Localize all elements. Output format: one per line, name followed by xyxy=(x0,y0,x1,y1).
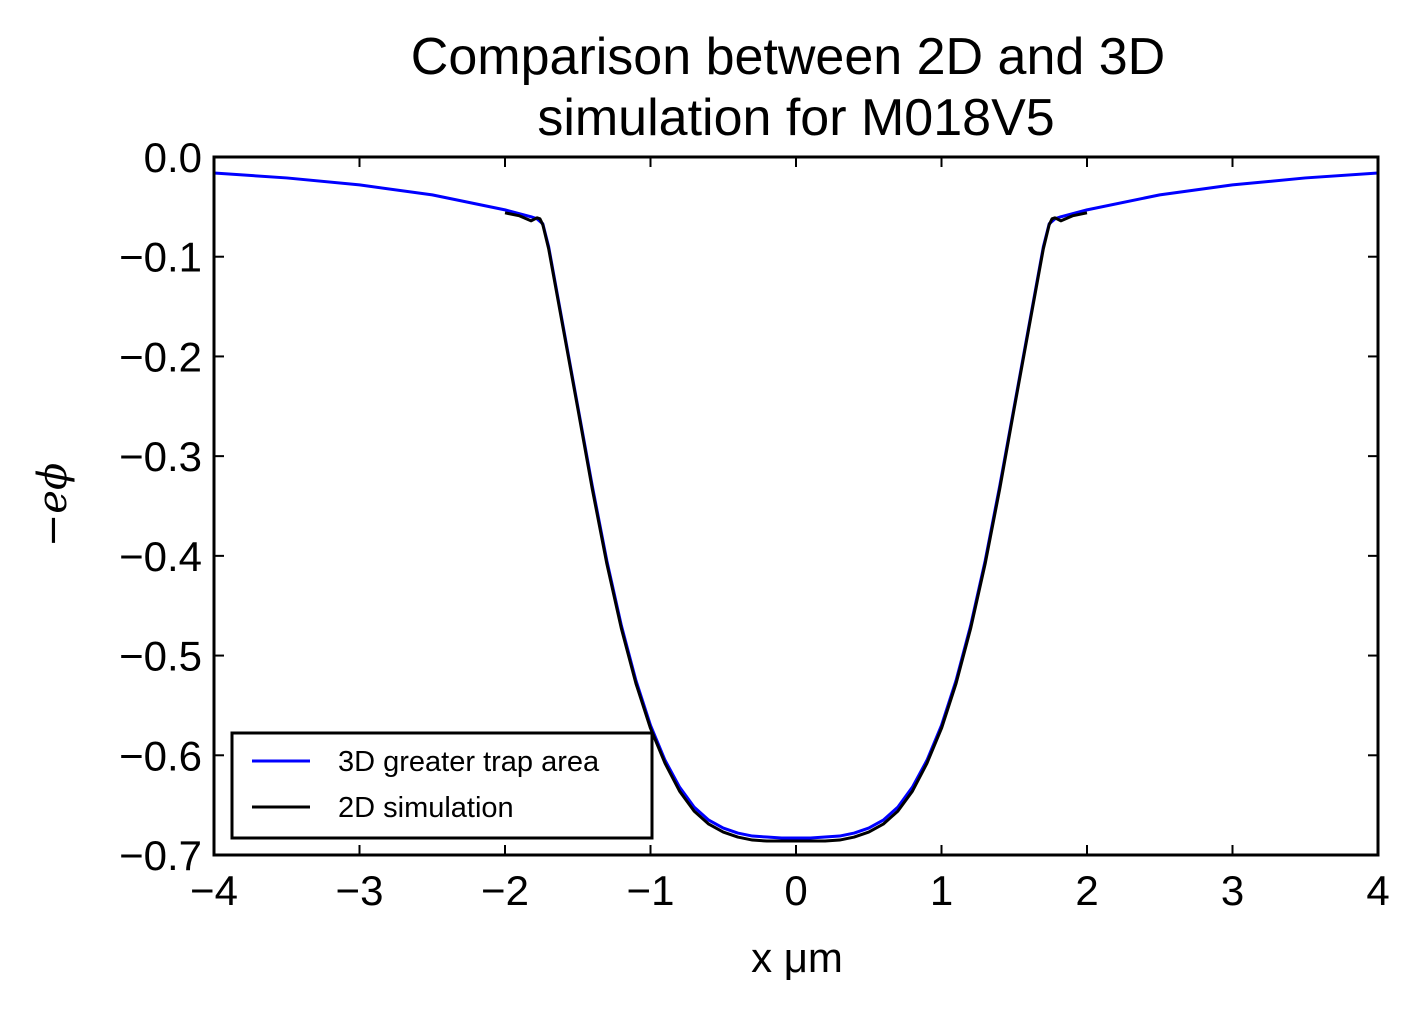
y-axis-label: −eϕ xyxy=(30,463,76,547)
legend-label-2d: 2D simulation xyxy=(338,792,514,824)
legend-label-3d: 3D greater trap area xyxy=(338,746,600,778)
y-tick-label: −0.2 xyxy=(119,333,202,380)
x-tick-label: 0 xyxy=(784,867,807,914)
y-tick-label: 0.0 xyxy=(144,134,202,181)
y-tick-label: −0.7 xyxy=(119,832,202,879)
y-tick-label: −0.1 xyxy=(119,234,202,281)
legend: 3D greater trap area 2D simulation xyxy=(230,731,654,840)
chart-title-line2: simulation for M018V5 xyxy=(537,89,1054,147)
series-line-1 xyxy=(504,211,1088,843)
x-tick-label: −4 xyxy=(190,867,238,914)
x-tick-label: 2 xyxy=(1075,867,1098,914)
y-tick-label: −0.4 xyxy=(119,533,202,580)
x-tick-label: −1 xyxy=(627,867,675,914)
plot-area: −4 −3 −2 −1 0 1 2 3 4 0.0 −0.1 −0.2 −0.3 −0.4 −0.5 −0.6… xyxy=(119,134,1390,914)
y-tick-label: −0.5 xyxy=(119,633,202,680)
x-tick-label: 4 xyxy=(1366,867,1389,914)
ticks-layer: −4 −3 −2 −1 0 1 2 3 4 0.0 −0.1 −0.2 −0.3 −0.4 −0.5 −0.6… xyxy=(119,134,1390,914)
y-tick-label: −0.3 xyxy=(119,433,202,480)
legend-box xyxy=(230,731,654,840)
x-axis-label: x μm xyxy=(751,934,843,981)
x-tick-label: 3 xyxy=(1221,867,1244,914)
x-tick-label: 1 xyxy=(930,867,953,914)
x-tick-label: −2 xyxy=(481,867,529,914)
chart-title-line1: Comparison between 2D and 3D xyxy=(411,28,1165,86)
y-tick-label: −0.6 xyxy=(119,732,202,779)
x-tick-label: −3 xyxy=(336,867,384,914)
series-layer xyxy=(213,171,1379,843)
